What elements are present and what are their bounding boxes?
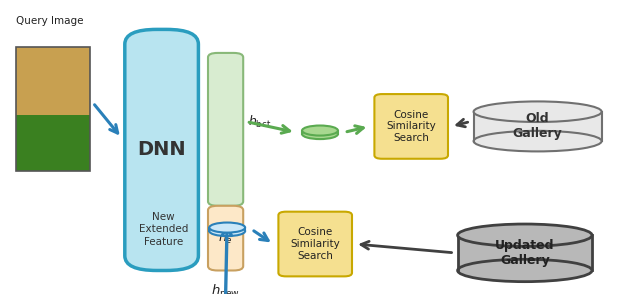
Ellipse shape (474, 131, 602, 151)
Ellipse shape (458, 259, 592, 282)
Bar (16, 47, 90, 115)
Text: Updated
Gallery: Updated Gallery (495, 239, 554, 267)
Text: New
Extended
Feature: New Extended Feature (138, 212, 188, 247)
FancyBboxPatch shape (208, 53, 243, 206)
Ellipse shape (302, 129, 338, 139)
FancyBboxPatch shape (125, 29, 198, 270)
Ellipse shape (209, 226, 245, 236)
Ellipse shape (209, 223, 245, 233)
Text: Cosine
Similarity
Search: Cosine Similarity Search (291, 228, 340, 260)
Bar (474, 112, 602, 141)
Text: DNN: DNN (138, 141, 186, 159)
Text: Query Image: Query Image (16, 16, 83, 26)
FancyBboxPatch shape (208, 206, 243, 270)
FancyBboxPatch shape (374, 94, 448, 159)
Text: Cosine
Similarity
Search: Cosine Similarity Search (387, 110, 436, 143)
Bar (458, 235, 592, 270)
Ellipse shape (458, 224, 592, 246)
Text: $h_e$: $h_e$ (218, 230, 233, 246)
FancyBboxPatch shape (278, 212, 352, 276)
Bar (209, 228, 245, 231)
Bar (16, 115, 90, 171)
Text: Old
Gallery: Old Gallery (513, 112, 563, 141)
Ellipse shape (474, 101, 602, 122)
Text: $h_\mathrm{bct}$: $h_\mathrm{bct}$ (248, 114, 272, 130)
Bar (302, 131, 338, 134)
Ellipse shape (302, 126, 338, 136)
Text: $h_\mathrm{new}$: $h_\mathrm{new}$ (211, 283, 240, 294)
